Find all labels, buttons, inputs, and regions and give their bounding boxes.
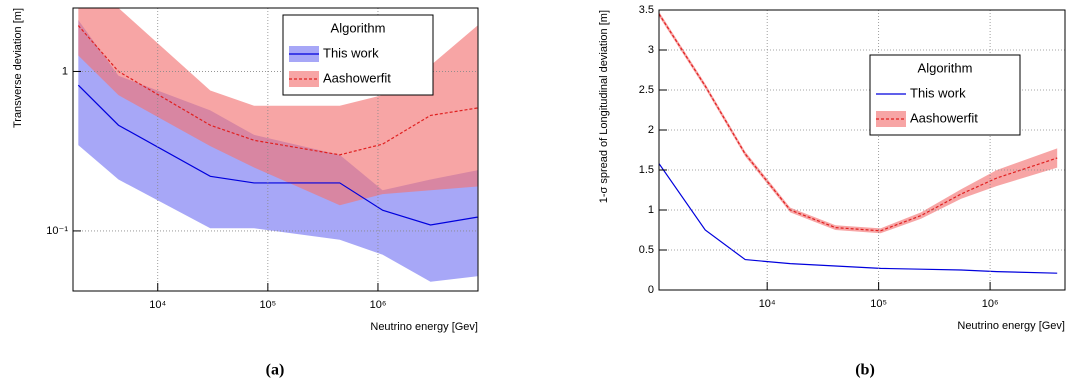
plot-frame: [658, 9, 1066, 291]
x-axis-title: Neutrino energy [Gev]: [957, 320, 1065, 332]
data-line: [659, 163, 1058, 274]
y-tick-label: 3.5: [639, 4, 654, 16]
y-tick-label: 1: [62, 65, 68, 77]
panel-caption: (b): [855, 362, 875, 379]
legend-label: Aashowerfit: [910, 110, 978, 125]
y-tick-label: 1: [648, 204, 654, 216]
data-line: [659, 13, 1058, 232]
y-tick-label: 1.5: [639, 164, 654, 176]
y-tick-label: 2: [648, 124, 654, 136]
data-line: [77, 25, 478, 156]
plot-area: [659, 11, 1058, 274]
y-tick-label: 10⁻¹: [46, 225, 68, 237]
legend-label: This work: [323, 45, 379, 60]
panel-caption: (a): [266, 362, 285, 379]
y-tick-label: 0: [648, 284, 654, 296]
x-tick-label: 10⁶: [982, 298, 999, 310]
x-tick-label: 10⁵: [870, 298, 887, 310]
x-tick-label: 10⁴: [759, 298, 776, 310]
data-line: [77, 84, 478, 226]
y-axis-title: Transverse deviation [m]: [12, 8, 24, 128]
x-axis-title: Neutrino energy [Gev]: [370, 321, 478, 333]
x-tick-label: 10⁴: [149, 299, 166, 311]
legend-label: This work: [910, 85, 966, 100]
y-tick-label: 0.5: [639, 244, 654, 256]
x-tick-label: 10⁶: [370, 299, 387, 311]
plot-frame: [72, 7, 479, 292]
legend-label: Aashowerfit: [323, 70, 391, 85]
legend-title: Algorithm: [918, 60, 973, 75]
x-tick-label: 10⁵: [259, 299, 276, 311]
y-tick-label: 3: [648, 44, 654, 56]
y-axis-title: 1-σ spread of Longitudinal deviation [m]: [598, 10, 610, 203]
legend-title: Algorithm: [331, 20, 386, 35]
y-tick-label: 2.5: [639, 84, 654, 96]
